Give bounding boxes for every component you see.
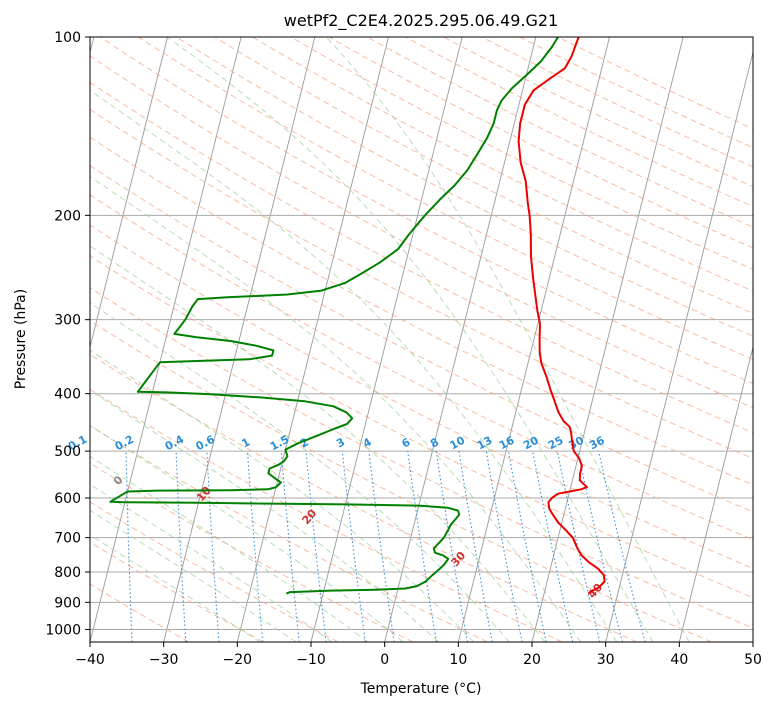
y-tick-label: 300 [54, 313, 81, 329]
mixing-ratio-line [507, 451, 547, 642]
mixing-ratio-line [368, 451, 395, 642]
temperature-profile-line [517, 37, 606, 595]
dry-adiabat-line [90, 194, 753, 541]
mixing-ratio-label: 13 [475, 434, 495, 453]
plot-frame [89, 36, 754, 643]
isotherm-line [163, 37, 316, 642]
moist-adiabat-line [90, 483, 333, 642]
moist-adiabat-line [90, 389, 439, 642]
mixing-ratio-line [577, 450, 623, 642]
dry-adiabat-line [90, 165, 753, 513]
mixing-ratio-line [280, 451, 300, 642]
isotherm-line [531, 37, 684, 642]
dewpoint-profile-line [109, 37, 559, 595]
y-axis-label: Pressure (hPa) [13, 289, 29, 389]
mixing-ratio-line [341, 451, 366, 642]
dry-adiabat-line [90, 55, 753, 409]
moist-adiabat-line [325, 37, 690, 642]
y-tick-label: 400 [54, 387, 81, 403]
y-axis-ticks: 100 200 300 400 500 600 700 800 900 1000 [45, 30, 90, 638]
mixing-ratio-line [305, 451, 327, 642]
dry-adiabat-line [138, 37, 753, 361]
mixing-ratio-line [246, 451, 264, 642]
data-series [109, 37, 606, 595]
dry-adiabat-line [90, 462, 414, 642]
dry-adiabat-line [90, 81, 753, 434]
dry-adiabat-line [90, 425, 488, 642]
moist-adiabat-line [167, 37, 654, 642]
dry-adiabat-line [176, 37, 753, 337]
mixing-ratio-line [485, 451, 523, 642]
y-tick-label: 200 [54, 208, 81, 224]
moist-adiabat-line [90, 89, 618, 642]
moist-adiabat-line [90, 455, 368, 642]
dry-adiabat-line [90, 353, 638, 642]
y-tick-label: 600 [54, 491, 81, 507]
dry-adiabat-line [90, 388, 563, 642]
mixing-ratio-line [598, 450, 646, 642]
x-tick-label: 20 [523, 652, 541, 668]
mixing-ratio-label: 25 [546, 434, 566, 453]
isotherm-line [678, 345, 753, 642]
moist-adiabat-line [90, 245, 546, 642]
y-tick-label: 900 [54, 595, 81, 611]
y-tick-label: 800 [54, 565, 81, 581]
chart-title: wetPf2_C2E4.2025.295.06.49.G21 [284, 11, 558, 31]
x-tick-label: 40 [670, 652, 688, 668]
y-tick-label: 1000 [45, 622, 81, 638]
mixing-ratio-line [532, 450, 574, 642]
x-tick-label: −10 [296, 652, 326, 668]
y-tick-label: 700 [54, 531, 81, 547]
x-tick-label: −40 [75, 652, 105, 668]
mixing-ratio-label: 36 [587, 434, 607, 453]
x-tick-label: −20 [223, 652, 253, 668]
x-tick-label: −30 [149, 652, 179, 668]
mixing-ratio-label: 16 [497, 434, 517, 453]
y-tick-label: 500 [54, 444, 81, 460]
x-axis-ticks: −40 −30 −20 −10 0 10 20 30 40 50 [75, 642, 762, 668]
isotherm-line [457, 37, 610, 642]
moist-adiabat-line [90, 302, 510, 642]
x-tick-label: 50 [744, 652, 762, 668]
x-tick-label: 30 [597, 652, 615, 668]
x-tick-label: 0 [380, 652, 389, 668]
dry-adiabat-line [90, 583, 190, 642]
mixing-ratio-line [407, 451, 437, 642]
mixing-ratio-line [556, 450, 601, 642]
isotherm-line [384, 37, 537, 642]
isotherm-line [90, 37, 168, 350]
mixing-ratio-label: 20 [521, 433, 541, 452]
x-tick-label: 10 [449, 652, 467, 668]
dry-adiabat-line [90, 320, 712, 642]
x-axis-label: Temperature (°C) [360, 681, 482, 697]
isotherm-line [90, 37, 242, 642]
isotherm-line [236, 37, 389, 642]
y-tick-label: 100 [54, 30, 81, 46]
mixing-ratio-label: 10 [448, 434, 468, 453]
